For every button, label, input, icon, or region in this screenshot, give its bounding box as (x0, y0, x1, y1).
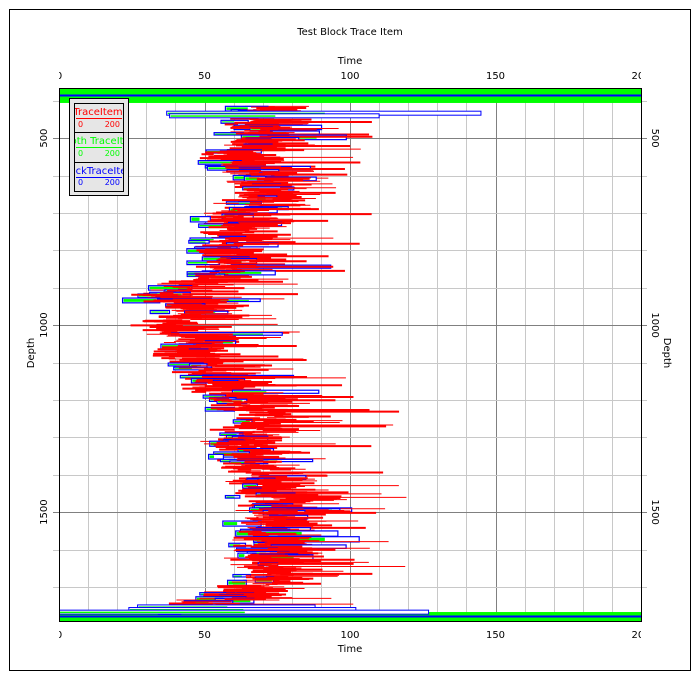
depth-trace-fill (199, 161, 236, 164)
block-trace-box (207, 453, 225, 460)
x-tick-label: 0 (56, 630, 62, 641)
block-trace-box (189, 215, 211, 223)
legend: TraceItem 0 200 Depth TraceItem 0 200 Bl… (57, 98, 140, 196)
x-tick-label: 0 (56, 71, 62, 82)
legend-item-depth-traceitem: Depth TraceItem 0 200 (57, 136, 140, 158)
svg-text:Depth TraceItem: Depth TraceItem (57, 136, 140, 147)
depth-trace-fill (227, 202, 258, 204)
x-tick-labels: 0 0 50 50 100 100 150 150 200 200 (56, 71, 650, 641)
x-tick-label: 200 (631, 71, 650, 82)
x-axis-label-bottom: Time (337, 644, 362, 655)
legend-item-blocktraceitem: BlockTraceItem 0 200 (60, 166, 136, 187)
depth-trace-fill (191, 238, 214, 241)
depth-trace-fill (245, 177, 260, 180)
depth-trace-fill (234, 420, 250, 423)
legend-item-traceitem: TraceItem 0 200 (72, 107, 123, 129)
depth-trace-fill (187, 262, 208, 264)
x-tick-label: 150 (486, 71, 505, 82)
y-tick-label-right: 500 (649, 129, 660, 148)
depth-trace-fill (149, 286, 189, 290)
x-tick-label: 100 (340, 71, 359, 82)
svg-text:200: 200 (105, 149, 120, 158)
svg-text:BlockTraceItem: BlockTraceItem (60, 166, 136, 177)
depth-trace-fill (196, 597, 224, 601)
x-tick-label: 50 (198, 71, 211, 82)
depth-trace-fill (233, 391, 267, 393)
depth-trace-fill (199, 224, 232, 227)
y-axis-label-left: Depth (26, 338, 37, 368)
svg-text:0: 0 (78, 149, 83, 158)
svg-text:200: 200 (105, 120, 120, 129)
svg-text:0: 0 (78, 178, 83, 187)
depth-trace-fill (185, 601, 209, 603)
y-tick-labels: 500 500 1000 1000 1500 1500 (39, 129, 660, 525)
depth-trace-fill (234, 176, 249, 179)
depth-trace-fill (226, 496, 235, 498)
y-tick-label-left: 1000 (39, 312, 50, 337)
x-tick-label: 50 (198, 630, 211, 641)
x-tick-label: 200 (631, 630, 650, 641)
y-tick-label-left: 500 (39, 129, 50, 148)
depth-trace-fill (203, 257, 234, 260)
depth-trace-fill (151, 311, 169, 313)
depth-trace-fill (228, 581, 246, 585)
plot-frame (59, 88, 642, 622)
x-axis-label-top: Time (337, 56, 362, 67)
traces (59, 88, 641, 621)
depth-trace-fill (226, 107, 248, 110)
x-tick-label: 100 (340, 630, 359, 641)
depth-trace-fill (191, 217, 200, 221)
depth-trace-fill (60, 611, 245, 614)
svg-text:TraceItem: TraceItem (72, 107, 122, 118)
y-tick-label-left: 1500 (39, 499, 50, 524)
depth-trace-fill (215, 133, 241, 135)
x-tick-label: 150 (486, 630, 505, 641)
y-tick-label-right: 1000 (649, 312, 660, 337)
depth-trace-fill (233, 575, 242, 577)
depth-trace-fill (220, 434, 237, 436)
depth-trace-fill (222, 121, 235, 123)
svg-text:200: 200 (105, 178, 120, 187)
depth-trace-fill (123, 299, 157, 302)
svg-text:0: 0 (78, 120, 83, 129)
y-axis-label-right: Depth (661, 338, 672, 368)
chart-title: Test Block Trace Item (296, 27, 403, 38)
depth-trace-fill (209, 455, 215, 458)
depth-trace-fill (223, 522, 238, 526)
depth-trace-fill (174, 368, 192, 370)
block-trace-box (231, 389, 320, 394)
depth-trace-fill (189, 241, 206, 243)
depth-trace-fill (170, 115, 276, 117)
y-tick-label-right: 1500 (649, 499, 660, 524)
depth-trace-fill (238, 554, 245, 558)
depth-trace-fill (169, 364, 191, 366)
depth-trace-fill (204, 396, 225, 398)
